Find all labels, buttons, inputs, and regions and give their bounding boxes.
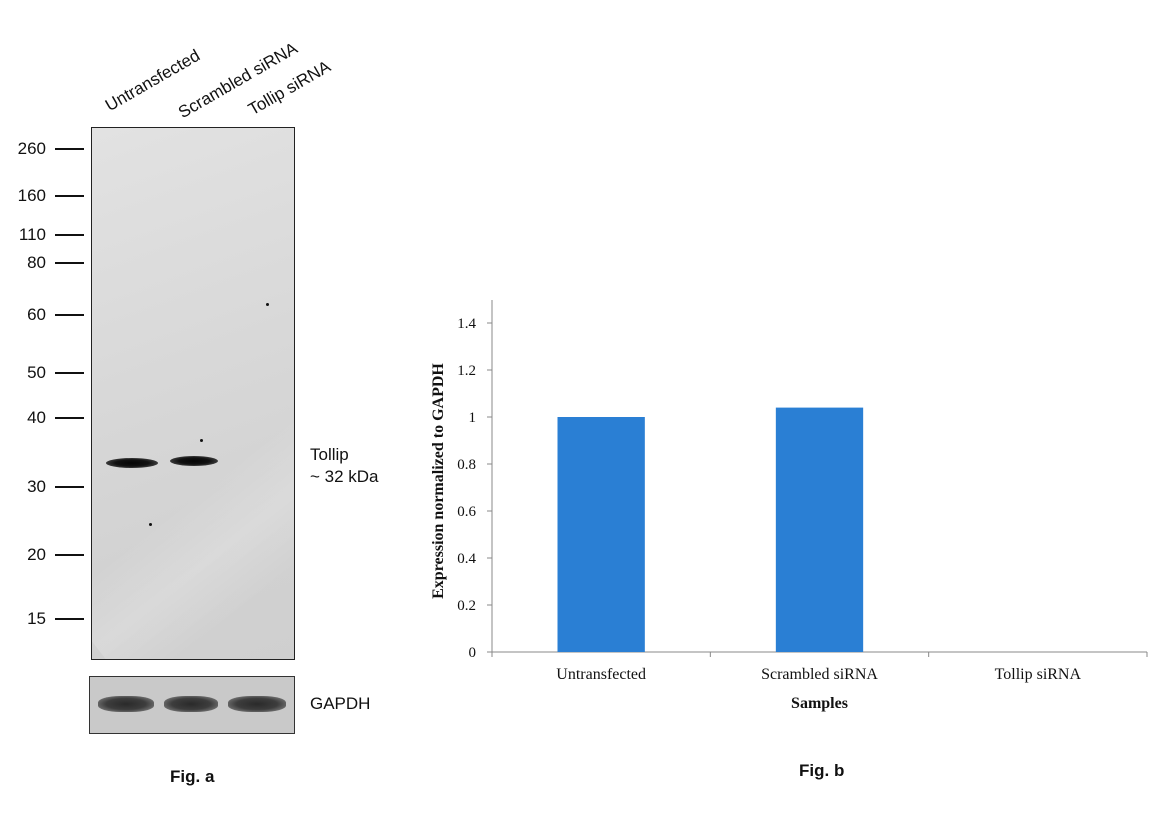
y-tick-label: 1.4: [457, 316, 476, 332]
loading-control-label: GAPDH: [310, 694, 371, 713]
y-tick-label: 0.4: [457, 551, 476, 567]
y-tick-group: 0 0.2 0.4 0.6 0.8 1 1.2 1.4: [457, 316, 492, 661]
target-size-label: ~ 32 kDa: [310, 467, 379, 486]
tollip-band-scrambled: [170, 456, 218, 466]
marker-label: 160: [17, 186, 46, 205]
y-tick-label: 1: [469, 410, 477, 426]
tollip-band-untransfected: [106, 458, 158, 468]
blot-membrane-tollip: [91, 127, 295, 660]
marker-tick: [55, 486, 84, 488]
marker-50: 50: [0, 363, 86, 383]
bar-untransfected: [557, 417, 645, 652]
marker-60: 60: [0, 305, 86, 325]
y-tick-label: 0.8: [457, 457, 476, 473]
x-axis-title: Samples: [791, 695, 848, 712]
marker-label: 60: [27, 305, 46, 324]
marker-160: 160: [0, 186, 86, 206]
marker-tick: [55, 234, 84, 236]
y-tick-label: 0.2: [457, 598, 476, 614]
marker-label: 15: [27, 609, 46, 628]
gapdh-band-scrambled: [164, 696, 218, 712]
marker-15: 15: [0, 609, 86, 629]
marker-80: 80: [0, 253, 86, 273]
x-tick-label: Scrambled siRNA: [761, 666, 878, 683]
figure-a-caption: Fig. a: [170, 767, 215, 786]
blot-membrane-gapdh: [89, 676, 295, 734]
marker-260: 260: [0, 139, 86, 159]
marker-label: 40: [27, 408, 46, 427]
y-tick-label: 0.6: [457, 504, 476, 520]
marker-label: 30: [27, 477, 46, 496]
marker-tick: [55, 195, 84, 197]
marker-tick: [55, 554, 84, 556]
gapdh-band-tollip-sirna: [228, 696, 286, 712]
y-tick-label: 1.2: [457, 363, 476, 379]
x-tick-label: Tollip siRNA: [995, 666, 1082, 683]
blot-speck: [149, 523, 152, 526]
x-tick-label: Untransfected: [556, 666, 646, 683]
y-tick-label: 0: [469, 645, 477, 661]
marker-tick: [55, 372, 84, 374]
marker-label: 20: [27, 545, 46, 564]
marker-tick: [55, 262, 84, 264]
marker-30: 30: [0, 477, 86, 497]
marker-tick: [55, 417, 84, 419]
x-tick-group: Untransfected Scrambled siRNA Tollip siRNA: [491, 652, 1148, 683]
marker-110: 110: [0, 225, 86, 245]
marker-tick: [55, 618, 84, 620]
target-protein-label: Tollip: [310, 445, 349, 464]
bar-scrambled-sirna: [775, 407, 864, 652]
marker-tick: [55, 314, 84, 316]
marker-20: 20: [0, 545, 86, 565]
bar-group: [557, 407, 864, 652]
marker-label: 50: [27, 363, 46, 382]
blot-speck: [266, 303, 269, 306]
figure-b-caption: Fig. b: [799, 761, 845, 780]
marker-label: 80: [27, 253, 46, 272]
marker-40: 40: [0, 408, 86, 428]
marker-tick: [55, 148, 84, 150]
marker-label: 260: [17, 139, 46, 158]
marker-label: 110: [18, 225, 46, 244]
y-axis-title: Expression normalized to GAPDH: [430, 363, 447, 599]
blot-speck: [200, 439, 203, 442]
gapdh-band-untransfected: [98, 696, 154, 712]
